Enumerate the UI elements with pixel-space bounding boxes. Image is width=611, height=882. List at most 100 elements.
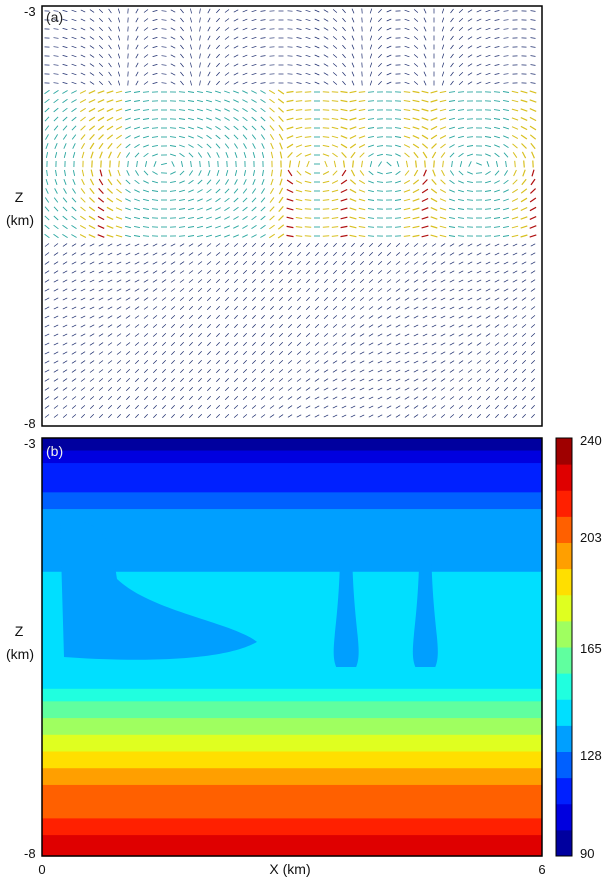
vector-arrow	[188, 216, 194, 220]
vector-arrow	[513, 386, 517, 392]
vector-arrow	[404, 297, 410, 301]
vector-arrow	[143, 351, 149, 355]
vector-arrow	[135, 17, 139, 23]
vector-arrow	[89, 45, 95, 49]
vector-arrow	[46, 169, 48, 177]
vector-arrow	[394, 136, 402, 138]
vector-arrow	[476, 36, 482, 40]
vector-arrow	[467, 342, 473, 346]
vector-arrow	[62, 369, 68, 373]
vector-arrow	[448, 226, 456, 228]
vector-arrow	[288, 314, 292, 320]
vector-arrow	[332, 54, 338, 58]
vector-arrow	[207, 53, 211, 59]
vector-arrow	[162, 368, 166, 374]
vector-arrow	[45, 152, 49, 158]
vector-arrow	[45, 134, 49, 140]
vector-arrow	[279, 178, 283, 186]
vector-arrow	[369, 35, 373, 41]
vector-arrow	[242, 243, 248, 247]
vector-arrow	[493, 198, 501, 202]
vector-arrow	[125, 324, 131, 328]
vector-arrow	[98, 178, 104, 186]
vector-arrow	[278, 124, 284, 132]
vector-arrow	[350, 270, 356, 274]
vector-arrow	[324, 251, 328, 257]
vector-arrow	[97, 99, 105, 103]
vector-arrow	[423, 80, 427, 86]
vector-arrow	[161, 270, 167, 274]
vector-arrow	[45, 178, 49, 186]
vector-arrow	[449, 315, 455, 319]
vector-arrow	[431, 179, 437, 185]
vector-arrow	[152, 279, 158, 283]
vector-arrow	[476, 378, 482, 382]
vector-arrow	[260, 19, 266, 21]
vector-arrow	[224, 197, 230, 203]
vector-arrow	[423, 17, 427, 23]
vector-arrow	[466, 190, 474, 192]
vector-arrow	[80, 279, 86, 283]
vector-arrow	[458, 261, 464, 265]
vector-arrow	[242, 377, 248, 383]
vector-arrow	[315, 242, 319, 248]
vector-arrow	[233, 117, 239, 121]
vector-arrow	[331, 207, 339, 211]
vector-arrow	[180, 26, 184, 32]
vector-arrow	[377, 369, 383, 373]
vector-arrow	[188, 323, 194, 329]
vector-arrow	[251, 27, 257, 31]
vector-arrow	[134, 306, 140, 310]
vector-arrow	[278, 187, 284, 195]
vector-arrow	[457, 189, 465, 193]
vector-arrow	[422, 414, 428, 418]
vector-arrow	[512, 369, 518, 373]
vector-arrow	[476, 45, 482, 49]
vector-arrow	[377, 351, 383, 355]
vector-arrow	[261, 341, 265, 347]
vector-arrow	[494, 261, 500, 265]
vector-arrow	[270, 287, 274, 293]
vector-arrow	[206, 143, 212, 149]
vector-arrow	[88, 107, 96, 113]
vector-arrow	[53, 233, 59, 239]
vector-arrow	[350, 396, 356, 400]
vector-arrow	[44, 414, 50, 418]
vector-arrow	[430, 197, 438, 203]
vector-arrow	[188, 135, 194, 139]
vector-arrow	[117, 80, 121, 86]
vector-arrow	[233, 261, 239, 265]
vector-arrow	[466, 153, 474, 157]
vector-arrow	[430, 134, 438, 140]
vector-arrow	[127, 160, 129, 168]
vector-arrow	[412, 234, 420, 238]
vector-arrow	[485, 306, 491, 310]
vector-arrow	[449, 170, 455, 176]
vector-arrow	[287, 369, 293, 373]
vector-arrow	[116, 387, 122, 391]
vector-arrow	[206, 179, 212, 185]
vector-arrow	[314, 324, 320, 328]
vector-arrow	[161, 306, 167, 310]
vector-arrow	[395, 279, 401, 283]
vector-arrow	[430, 125, 438, 131]
vector-arrow	[116, 270, 122, 274]
panel-a-background	[42, 6, 542, 426]
vector-arrow	[234, 305, 238, 311]
vector-arrow	[423, 26, 427, 32]
vector-arrow	[440, 324, 446, 328]
vector-arrow	[288, 242, 292, 248]
vector-arrow	[359, 261, 365, 265]
vector-arrow	[332, 18, 338, 22]
vector-arrow	[457, 100, 465, 102]
vector-arrow	[412, 188, 420, 194]
vector-arrow	[107, 369, 113, 373]
vector-arrow	[190, 62, 192, 68]
vector-arrow	[199, 17, 201, 23]
vector-arrow	[449, 189, 455, 193]
vector-arrow	[485, 333, 491, 337]
vector-arrow	[134, 279, 140, 283]
vector-arrow	[458, 288, 464, 292]
vector-arrow	[179, 297, 185, 301]
vector-arrow	[117, 169, 121, 177]
